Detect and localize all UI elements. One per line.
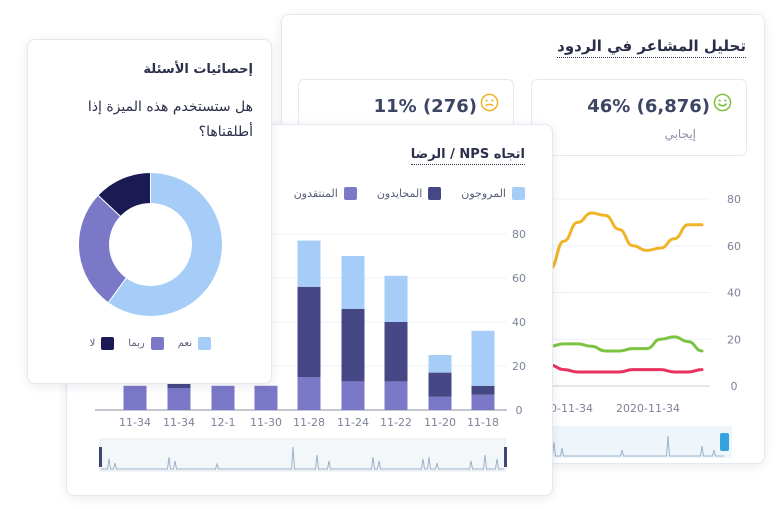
y-tick-label: 0 xyxy=(731,380,738,393)
bar-segment xyxy=(254,385,278,410)
bar-segment xyxy=(211,385,235,410)
bar-segment xyxy=(428,396,452,410)
x-tick-label: 12-1 xyxy=(211,416,236,429)
line-series-negative xyxy=(548,363,704,374)
y-tick-label: 40 xyxy=(727,287,741,300)
bar-segment xyxy=(471,394,495,410)
bar-segment xyxy=(297,240,321,287)
legend-passives[interactable]: المحايدون xyxy=(376,187,442,200)
bar-segment xyxy=(341,381,365,410)
bar-segment xyxy=(384,322,408,382)
stat-positive[interactable]: 46% (6,876) إيجابي xyxy=(531,79,747,156)
y-tick-label: 20 xyxy=(727,333,741,346)
legend-swatch xyxy=(428,187,442,200)
bar-segment xyxy=(384,381,408,410)
bar-segment xyxy=(341,308,365,382)
x-tick-label: 11-34 xyxy=(163,416,195,429)
legend-label: المروجون xyxy=(461,187,506,200)
questions-card: إحصائيات الأسئلة هل ستستخدم هذه الميزة إ… xyxy=(27,39,272,384)
happy-face-icon xyxy=(713,93,732,112)
y-tick-label: 80 xyxy=(727,193,741,206)
legend-label: المحايدون xyxy=(376,187,423,200)
navigator-sparkline xyxy=(101,446,504,470)
x-tick-label: 11-34 xyxy=(119,416,151,429)
question-text: هل ستستخدم هذه الميزة إذا أطلقناها؟ xyxy=(87,99,253,140)
legend-yes[interactable]: نعم xyxy=(178,337,211,350)
line-series-positive xyxy=(548,211,704,271)
range-navigator xyxy=(532,426,732,458)
y-tick-label: 40 xyxy=(512,316,526,329)
x-tick-label: 11-30 xyxy=(250,416,282,429)
bar-segment xyxy=(428,355,452,373)
x-tick-label: 11-24 xyxy=(337,416,369,429)
donut-legend: نعم ربما لا xyxy=(90,337,211,350)
range-handle-right xyxy=(504,447,507,467)
x-tick-label: 11-22 xyxy=(380,416,412,429)
bar-segment xyxy=(167,388,191,410)
nps-legend: المروجون المحايدون المنتقدون xyxy=(294,187,525,200)
bar-segment xyxy=(297,377,321,410)
legend-maybe[interactable]: ربما xyxy=(128,337,164,350)
x-tick-label: 11-20 xyxy=(424,416,456,429)
neutral-face-icon xyxy=(480,93,499,112)
bar-segment xyxy=(297,286,321,377)
legend-detractors[interactable]: المنتقدون xyxy=(294,187,357,200)
donut-slice xyxy=(107,172,223,317)
bar-segment xyxy=(167,383,191,388)
legend-no[interactable]: لا xyxy=(90,337,115,350)
legend-swatch xyxy=(150,337,164,350)
bar-segment xyxy=(341,256,365,309)
nps-title: اتجاه NPS / الرضا xyxy=(410,147,525,165)
legend-swatch xyxy=(343,187,357,200)
y-tick-label: 60 xyxy=(727,240,741,253)
donut-slice xyxy=(97,172,151,218)
range-handle xyxy=(720,433,729,451)
range-navigator xyxy=(99,438,506,472)
stat-positive-value: 46% (6,876) xyxy=(587,96,710,117)
legend-label: المنتقدون xyxy=(293,187,338,200)
bar-segment xyxy=(471,330,495,386)
legend-swatch xyxy=(101,337,115,350)
y-tick-label: 20 xyxy=(512,360,526,373)
navigator-sparkline xyxy=(532,435,724,457)
questions-title: إحصائيات الأسئلة xyxy=(143,62,253,77)
x-tick-label: 2020-11-34 xyxy=(616,402,680,415)
nps-bar-chart: 0 20 40 60 80 11-34 11-34 12-1 11-30 11-28 11-24 11… xyxy=(95,228,526,472)
legend-swatch xyxy=(512,187,525,200)
x-tick-label: 11-18 xyxy=(467,416,499,429)
legend-label: ربما xyxy=(128,338,145,349)
y-tick-label: 60 xyxy=(512,272,526,285)
stat-neutral-value: 11% (276) xyxy=(373,96,477,117)
bar-segment xyxy=(384,275,408,322)
y-tick-label: 80 xyxy=(512,228,526,241)
legend-promoters[interactable]: المروجون xyxy=(461,187,525,200)
donut-chart xyxy=(78,172,223,317)
x-tick-label: 11-28 xyxy=(293,416,325,429)
legend-label: نعم xyxy=(177,338,192,349)
legend-label: لا xyxy=(89,338,96,349)
bar-segment xyxy=(123,385,147,410)
sentiment-title: تحليل المشاعر في الردود xyxy=(557,37,746,58)
line-series-neutral xyxy=(548,335,704,353)
bar-segment xyxy=(428,372,452,397)
range-handle-left xyxy=(99,447,102,467)
bar-segment xyxy=(471,385,495,395)
stat-positive-label: إيجابي xyxy=(664,127,696,141)
y-tick-label: 0 xyxy=(516,404,523,417)
legend-swatch xyxy=(198,337,211,350)
